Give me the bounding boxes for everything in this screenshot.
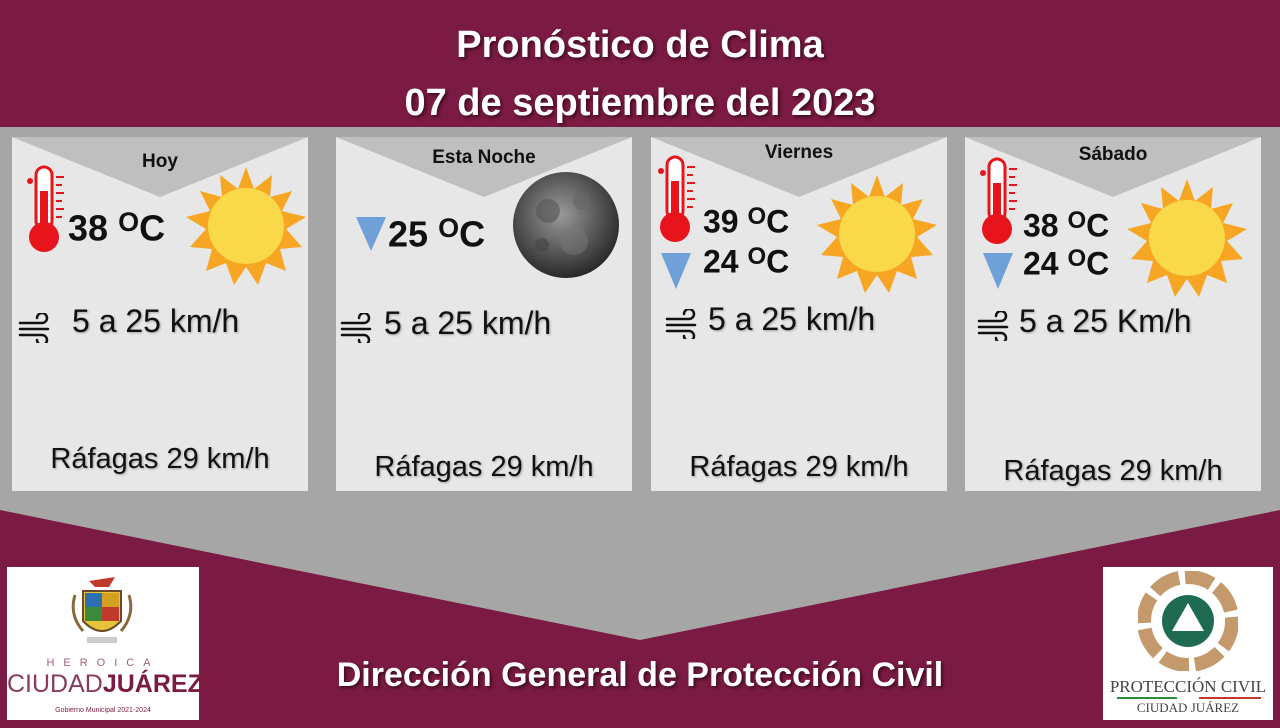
wind-gusts: Ráfagas 29 km/h [374, 451, 594, 483]
wind-icon [977, 311, 1009, 341]
down-arrow-icon [661, 253, 691, 289]
wind-speed: 5 a 25 km/h [72, 303, 240, 339]
wind-icon [18, 313, 50, 343]
thermometer-icon [978, 157, 1019, 246]
card-header-chevron [336, 137, 632, 197]
wind-gusts: Ráfagas 29 km/h [689, 451, 909, 483]
proteccion-civil-emblem [1138, 571, 1238, 671]
wind-icon [665, 309, 697, 339]
wind-gusts: Ráfagas 29 km/h [50, 443, 270, 475]
logo-ciudad-juarez-text: CIUDAD JUÁREZ [1136, 700, 1240, 715]
down-arrow-icon [983, 253, 1013, 289]
day-label: Hoy [142, 151, 178, 172]
min-temperature: 24 OC [703, 243, 790, 280]
min-temperature: 25 OC [388, 213, 486, 255]
page-title: Pronóstico de Clima [456, 24, 824, 66]
card-header-chevron [651, 137, 947, 197]
min-temperature: 24 OC [1023, 245, 1110, 282]
logo-proteccion-civil: PROTECCIÓN CIVIL [1109, 677, 1267, 696]
day-label: Viernes [764, 142, 834, 163]
gray-chevron-band [0, 127, 1280, 640]
day-label: Sábado [1078, 144, 1148, 165]
proteccion-civil-logo: PROTECCIÓN CIVIL CIUDAD JUÁREZ [1103, 567, 1273, 720]
sun-icon [1127, 179, 1247, 297]
forecast-card-sabado: Sábado 38 OC 24 OC 5 a 25 Km/h Ráfagas 2… [965, 137, 1261, 491]
max-temperature: 38 OC [68, 207, 166, 249]
card-header-chevron [12, 137, 308, 197]
wind-speed: 5 a 25 km/h [384, 305, 552, 341]
max-temperature: 39 OC [703, 203, 790, 240]
max-temperature: 38 OC [1023, 207, 1110, 244]
wind-speed: 5 a 25 Km/h [1019, 303, 1192, 339]
logo-heroica: HEROICA [46, 657, 160, 669]
forecast-date: 07 de septiembre del 2023 [404, 82, 876, 124]
forecast-card-esta-noche: Esta Noche 25 OC 5 a 25 km/h Ráfagas 29 … [336, 137, 632, 491]
down-arrow-icon [356, 217, 386, 251]
logo-green-line [1117, 697, 1177, 699]
logo-gobierno-municipal: Gobierno Municipal 2021-2024 [55, 707, 151, 714]
logo-ciudad-juarez: CIUDADJUÁREZ [7, 670, 203, 698]
forecast-card-hoy: Hoy 38 OC 5 a 25 km/h Ráfagas 29 km/h [12, 137, 308, 491]
forecast-card-viernes: Viernes 39 OC 24 OC 5 a 25 km/h Ráfagas … [651, 137, 947, 491]
coat-of-arms-emblem [71, 577, 133, 643]
thermometer-icon [25, 165, 66, 254]
moon-icon [513, 172, 619, 278]
footer-title: Dirección General de Protección Civil [336, 656, 944, 694]
wind-speed: 5 a 25 km/h [708, 301, 876, 337]
thermometer-icon [656, 155, 697, 244]
wind-icon [340, 313, 372, 343]
card-header-chevron [965, 137, 1261, 197]
sun-icon [817, 175, 937, 293]
ciudad-juarez-logo: HEROICA CIUDADJUÁREZ Gobierno Municipal … [7, 567, 203, 720]
day-label: Esta Noche [432, 147, 536, 168]
logo-red-line [1199, 697, 1261, 699]
wind-gusts: Ráfagas 29 km/h [1003, 455, 1223, 487]
sun-icon [186, 167, 306, 285]
